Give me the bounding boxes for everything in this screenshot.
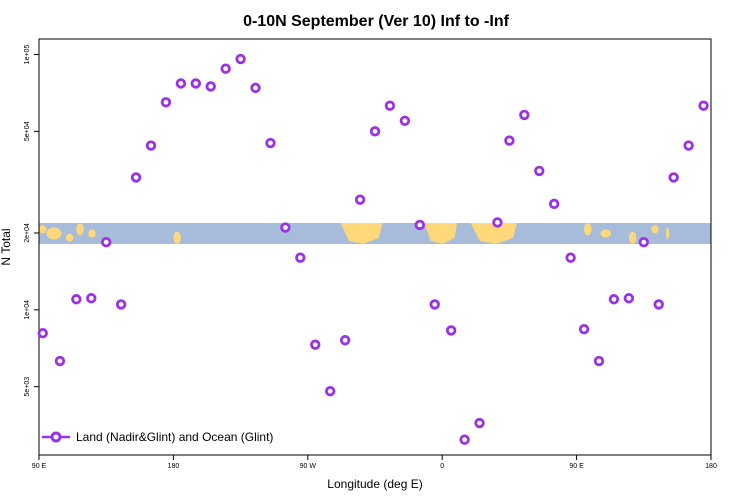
data-point: [384, 100, 396, 111]
land-mass: [65, 233, 74, 242]
land-mass: [173, 231, 181, 244]
land-mass: [470, 223, 517, 244]
data-point: [623, 293, 635, 304]
data-point: [280, 222, 291, 233]
legend-marker: [50, 431, 62, 443]
data-point: [145, 140, 157, 151]
land-mass: [651, 225, 659, 234]
data-point: [100, 237, 112, 248]
x-tick-label: 180: [705, 463, 717, 470]
land-mass: [46, 227, 62, 240]
data-point: [190, 78, 201, 89]
data-point: [459, 434, 470, 445]
land-mass: [340, 223, 383, 244]
land-mass: [600, 229, 611, 238]
x-tick-label: 90 W: [300, 463, 317, 470]
x-axis: 90 E 180 90 W 0 90 E 180: [32, 455, 717, 470]
series-points: [37, 53, 709, 445]
data-point: [638, 237, 649, 248]
data-point: [504, 135, 515, 146]
data-point: [37, 327, 48, 339]
data-point: [295, 252, 306, 263]
data-point: [565, 252, 576, 263]
data-point: [325, 386, 336, 397]
chart-title: 0-10N September (Ver 10) Inf to -Inf: [243, 13, 510, 30]
data-point: [668, 172, 679, 183]
data-point: [414, 219, 425, 231]
data-point: [354, 194, 366, 205]
data-point: [549, 198, 560, 210]
background-map-band: [39, 223, 711, 244]
data-point: [310, 339, 321, 350]
data-point: [130, 172, 142, 183]
data-point: [474, 417, 485, 429]
data-point: [175, 78, 187, 89]
land-mass: [424, 223, 458, 244]
data-point: [115, 299, 127, 310]
data-point: [683, 140, 694, 151]
x-tick-label: 90 E: [32, 463, 47, 470]
data-point: [578, 323, 590, 335]
legend-entry-label: Land (Nadir&Glint) and Ocean (Glint): [76, 430, 273, 444]
data-point: [519, 109, 530, 121]
y-axis-label: N Total: [0, 228, 13, 265]
data-point: [429, 299, 440, 310]
data-point: [698, 100, 709, 111]
data-point: [339, 335, 351, 346]
x-tick-label: 0: [440, 463, 444, 470]
data-point: [160, 97, 172, 108]
data-point: [250, 82, 261, 94]
x-tick-label: 90 E: [569, 463, 584, 470]
land-mass: [584, 223, 592, 236]
y-tick-label: 5e+03: [24, 377, 31, 397]
y-tick-label: 1e+05: [24, 45, 31, 65]
data-point: [71, 294, 82, 305]
data-point: [653, 299, 664, 310]
data-point: [220, 63, 231, 74]
data-point: [534, 165, 545, 177]
land-mass: [666, 227, 670, 240]
x-tick-label: 180: [168, 463, 180, 470]
land-mass: [88, 229, 96, 238]
y-tick-label: 5e+04: [24, 121, 31, 141]
data-point: [593, 355, 605, 367]
data-point: [608, 294, 620, 305]
y-tick-label: 1e+04: [24, 300, 31, 320]
data-point: [86, 293, 97, 304]
legend: Land (Nadir&Glint) and Ocean (Glint): [42, 430, 273, 444]
land-mass: [39, 225, 47, 234]
plot-frame: [38, 38, 712, 456]
data-point: [205, 81, 216, 92]
data-point: [369, 126, 381, 137]
land-mass: [76, 223, 84, 236]
data-point: [235, 53, 246, 65]
data-point: [399, 115, 411, 126]
x-axis-label: Longitude (deg E): [327, 477, 422, 491]
y-axis: 5e+03 1e+04 2e+04 5e+04 1e+05: [24, 45, 39, 397]
land-mass: [628, 231, 637, 244]
data-point: [54, 355, 66, 367]
data-point: [445, 325, 457, 336]
data-point: [265, 137, 276, 149]
data-point: [492, 217, 503, 228]
y-tick-label: 2e+04: [24, 223, 31, 243]
